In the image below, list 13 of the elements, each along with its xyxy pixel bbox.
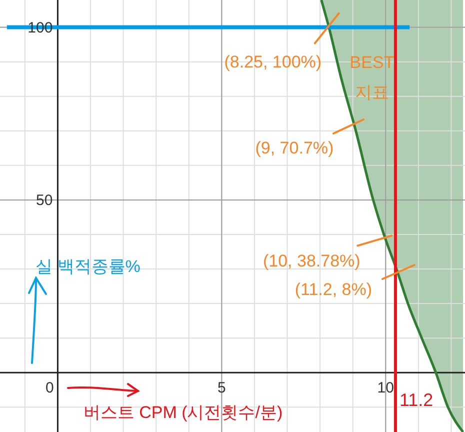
x-tick-label: 10 xyxy=(377,380,394,397)
x-tick-label: 5 xyxy=(218,380,226,397)
annotation: (11.2, 8%) xyxy=(294,280,372,300)
y-axis-title: 실 백적종률% xyxy=(36,257,140,276)
annotation: (8.25, 100%) xyxy=(224,52,322,72)
x-axis-title: 버스트 CPM (시전횟수/분) xyxy=(83,403,283,422)
x-tick-label: 0 xyxy=(46,380,54,397)
annotation: (9, 70.7%) xyxy=(255,138,334,158)
y-tick-label: 50 xyxy=(36,192,53,209)
annotation: 11.2 xyxy=(399,390,434,410)
annotation: BEST 지표 xyxy=(350,53,394,102)
y-tick-label: 100 xyxy=(28,19,53,36)
annotation: (10, 38.78%) xyxy=(262,252,360,271)
